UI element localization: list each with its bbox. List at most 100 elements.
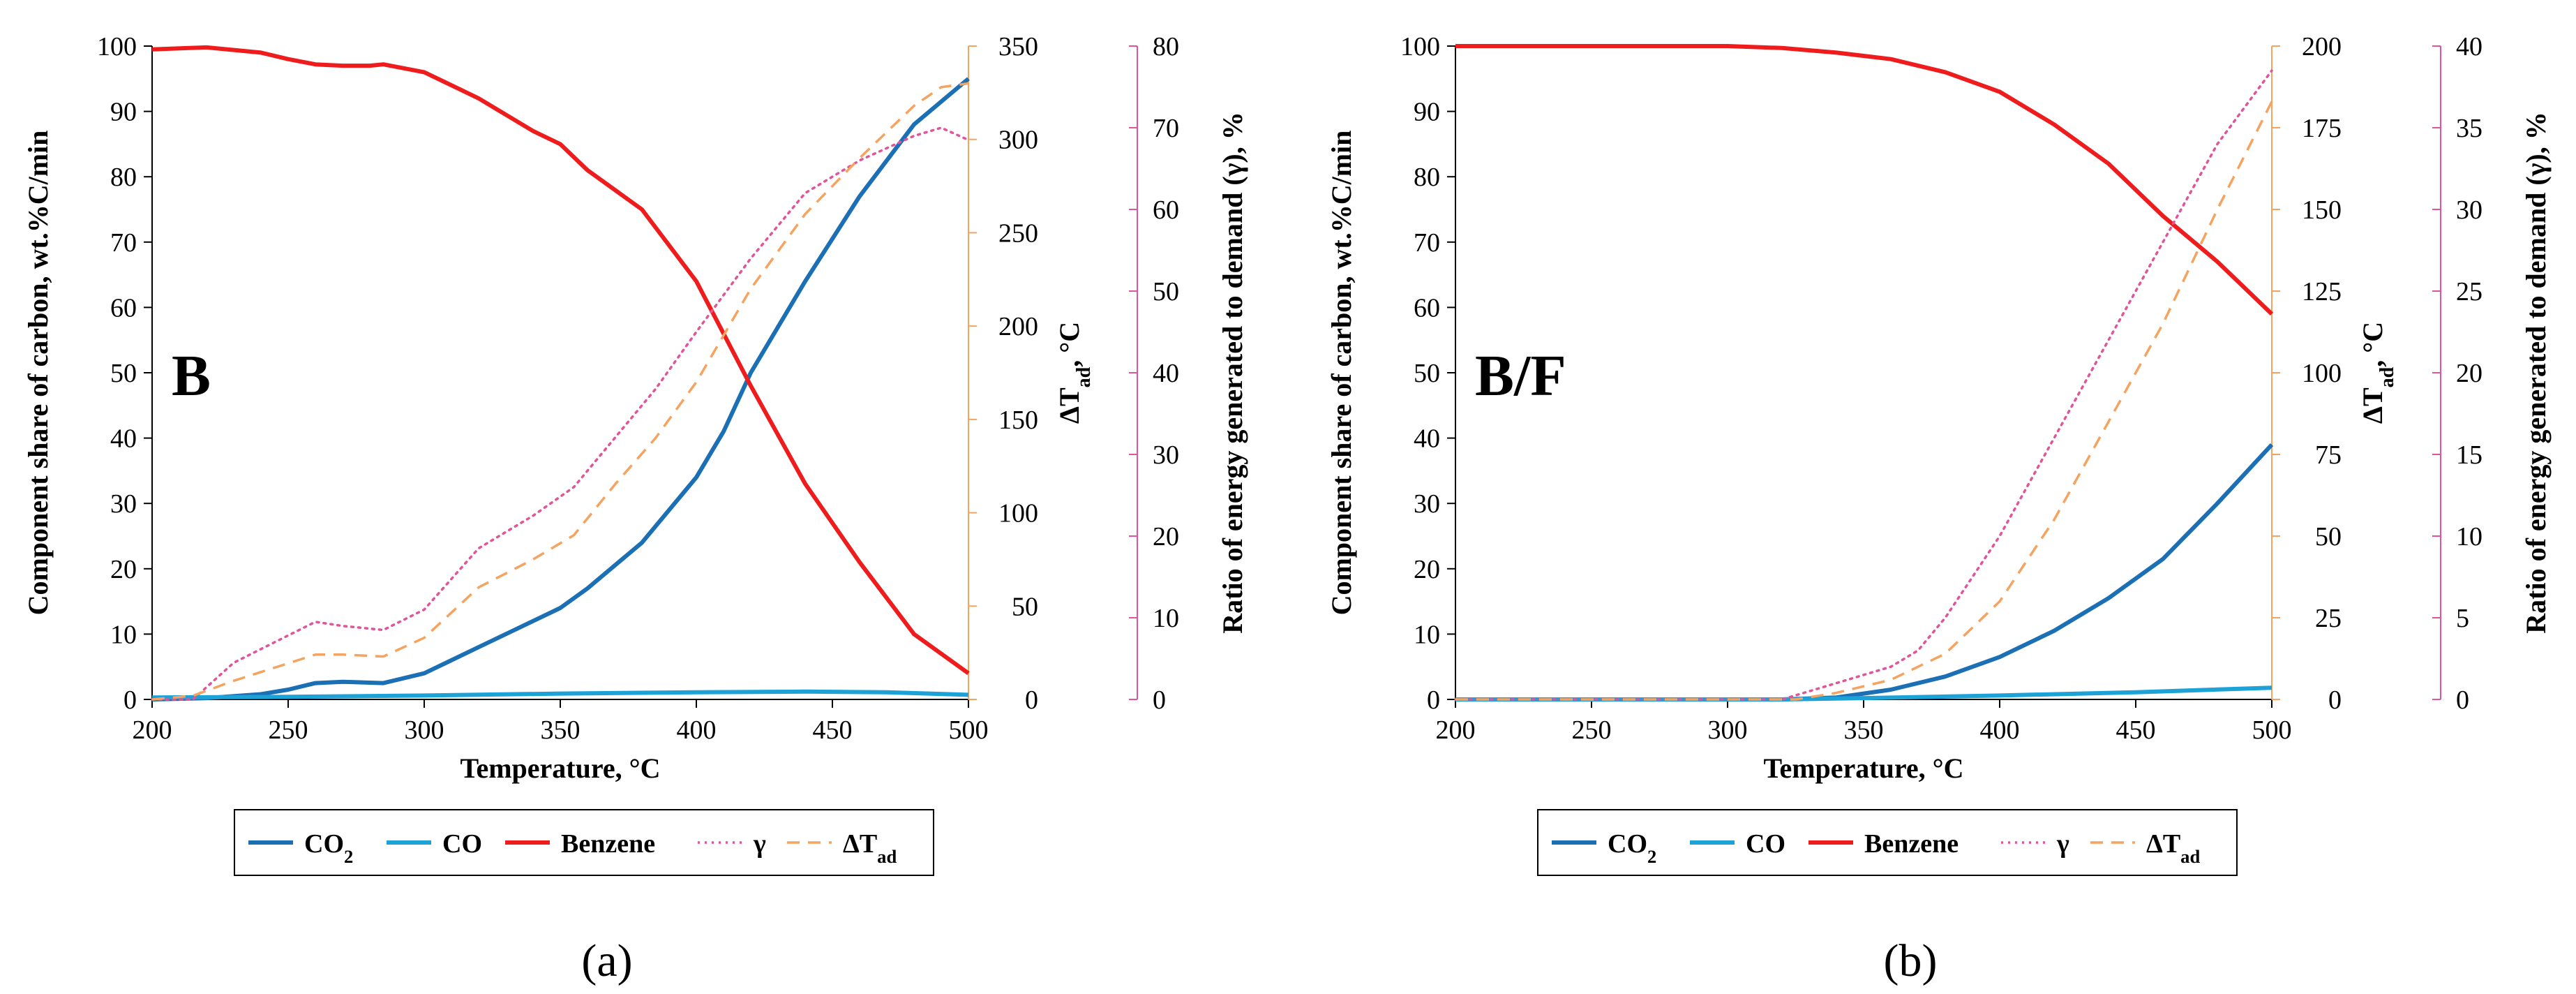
series-line-benzene <box>151 45 970 676</box>
x-axis-title: Temperature, °C <box>1763 752 1963 784</box>
panel-caption: (b) <box>1884 935 1938 986</box>
legend-entry: ΔTad <box>843 829 897 867</box>
y-mid-tick-label: 200 <box>2302 32 2342 61</box>
legend-entry: Benzene <box>561 829 655 859</box>
y-left-tick-label: 50 <box>1414 359 1440 388</box>
y-mid-tick-label: 75 <box>2315 440 2342 470</box>
x-tick-label: 500 <box>949 715 989 745</box>
x-tick-label: 250 <box>1572 715 1612 745</box>
series-line-co <box>151 689 969 700</box>
y-mid-tick-label: 175 <box>2302 114 2342 143</box>
legend-entry: ΔTad <box>2146 829 2200 867</box>
y-axis-mid-title: ΔTad, °C <box>2357 322 2398 424</box>
y-left-tick-label: 90 <box>1414 98 1440 127</box>
y-left-tick-label: 10 <box>110 620 137 649</box>
y-right-tick-label: 80 <box>1153 32 1179 61</box>
x-tick-label: 500 <box>2252 715 2292 745</box>
y-mid-tick-label: 100 <box>2302 359 2342 388</box>
y-left-tick-label: 30 <box>110 489 137 519</box>
y-mid-tick-label: 150 <box>2302 195 2342 225</box>
x-axis-title: Temperature, °C <box>460 752 660 784</box>
legend-entry: Benzene <box>1864 829 1959 859</box>
y-right-tick-label: 10 <box>1153 604 1179 633</box>
y-mid-tick-label: 200 <box>998 312 1038 341</box>
y-left-tick-label: 100 <box>97 32 137 61</box>
x-tick-label: 350 <box>541 715 581 745</box>
y-mid-tick-label: 350 <box>998 32 1038 61</box>
y-left-tick-label: 80 <box>1414 163 1440 192</box>
legend-entry: CO <box>1746 829 1785 859</box>
y-left-tick-label: 40 <box>110 424 137 454</box>
y-right-tick-label: 20 <box>1153 522 1179 551</box>
x-tick-label: 250 <box>269 715 308 745</box>
chart-panel-b: 200 250 300 350 400 450 5000102030405060708090… <box>1326 32 2552 986</box>
y-left-tick-label: 30 <box>1414 489 1440 519</box>
y-left-tick-label: 60 <box>110 293 137 322</box>
y-right-tick-label: 20 <box>2456 359 2483 388</box>
y-right-tick-label: 50 <box>1153 277 1179 306</box>
panel-label: B/F <box>1475 343 1566 408</box>
series-line-dtad <box>1455 101 2273 701</box>
x-tick-label: 300 <box>405 715 444 745</box>
legend-entry: CO2 <box>304 829 353 867</box>
y-left-tick-label: 20 <box>110 555 137 584</box>
y-right-tick-label: 40 <box>1153 359 1179 388</box>
x-tick-label: 400 <box>677 715 717 745</box>
y-axis-mid-title: ΔTad, °C <box>1054 322 1095 424</box>
x-tick-label: 350 <box>1844 715 1884 745</box>
y-mid-tick-label: 300 <box>998 126 1038 155</box>
y-mid-tick-label: 100 <box>998 499 1038 528</box>
y-right-tick-label: 30 <box>1153 440 1179 470</box>
y-mid-tick-label: 150 <box>998 406 1038 435</box>
y-left-tick-label: 0 <box>1427 685 1440 715</box>
y-left-tick-label: 80 <box>110 163 137 192</box>
series-line-dtad <box>151 82 969 701</box>
y-left-tick-label: 50 <box>110 359 137 388</box>
series-line-co2 <box>1455 443 2274 702</box>
y-right-tick-label: 15 <box>2456 440 2483 470</box>
legend-entry: γ <box>753 829 766 859</box>
y-right-tick-label: 60 <box>1153 195 1179 225</box>
y-right-tick-label: 5 <box>2456 604 2469 633</box>
y-left-tick-label: 90 <box>110 98 137 127</box>
y-left-tick-label: 40 <box>1414 424 1440 454</box>
y-left-tick-label: 10 <box>1414 620 1440 649</box>
y-mid-tick-label: 0 <box>1025 685 1038 715</box>
x-tick-label: 300 <box>1708 715 1748 745</box>
y-axis-left-title: Component share of carbon, wt.%C/min <box>1326 131 1357 616</box>
y-left-tick-label: 0 <box>123 685 137 715</box>
y-mid-tick-label: 50 <box>2315 522 2342 551</box>
y-right-tick-label: 35 <box>2456 114 2483 143</box>
panel-caption: (a) <box>581 935 632 986</box>
y-mid-tick-label: 125 <box>2302 277 2342 306</box>
y-left-tick-label: 60 <box>1414 293 1440 322</box>
legend-entry: γ <box>2056 829 2069 859</box>
y-left-tick-label: 70 <box>1414 228 1440 258</box>
y-axis-right-title: Ratio of energy generated to demand (γ),… <box>2520 112 2552 633</box>
y-right-tick-label: 10 <box>2456 522 2483 551</box>
y-axis-right-title: Ratio of energy generated to demand (γ),… <box>1217 112 1248 633</box>
series-line-gamma <box>151 126 970 701</box>
x-tick-label: 450 <box>2116 715 2156 745</box>
x-tick-label: 450 <box>813 715 853 745</box>
y-right-tick-label: 0 <box>2456 685 2469 715</box>
y-mid-tick-label: 250 <box>998 218 1038 248</box>
series-line-gamma <box>1454 69 2273 701</box>
y-right-tick-label: 70 <box>1153 114 1179 143</box>
y-mid-tick-label: 0 <box>2328 685 2342 715</box>
y-left-tick-label: 100 <box>1400 32 1440 61</box>
y-left-tick-label: 20 <box>1414 555 1440 584</box>
y-mid-tick-label: 25 <box>2315 604 2342 633</box>
series-line-benzene <box>1455 44 2274 316</box>
y-mid-tick-label: 50 <box>1012 592 1038 621</box>
y-right-tick-label: 30 <box>2456 195 2483 225</box>
x-tick-label: 400 <box>1980 715 2020 745</box>
panel-label: B <box>172 343 211 408</box>
y-right-tick-label: 0 <box>1153 685 1166 715</box>
y-right-tick-label: 40 <box>2456 32 2483 61</box>
y-right-tick-label: 25 <box>2456 277 2483 306</box>
y-left-tick-label: 70 <box>110 228 137 258</box>
y-axis-left-title: Component share of carbon, wt.%C/min <box>22 131 54 616</box>
series-line-co2 <box>151 77 970 702</box>
